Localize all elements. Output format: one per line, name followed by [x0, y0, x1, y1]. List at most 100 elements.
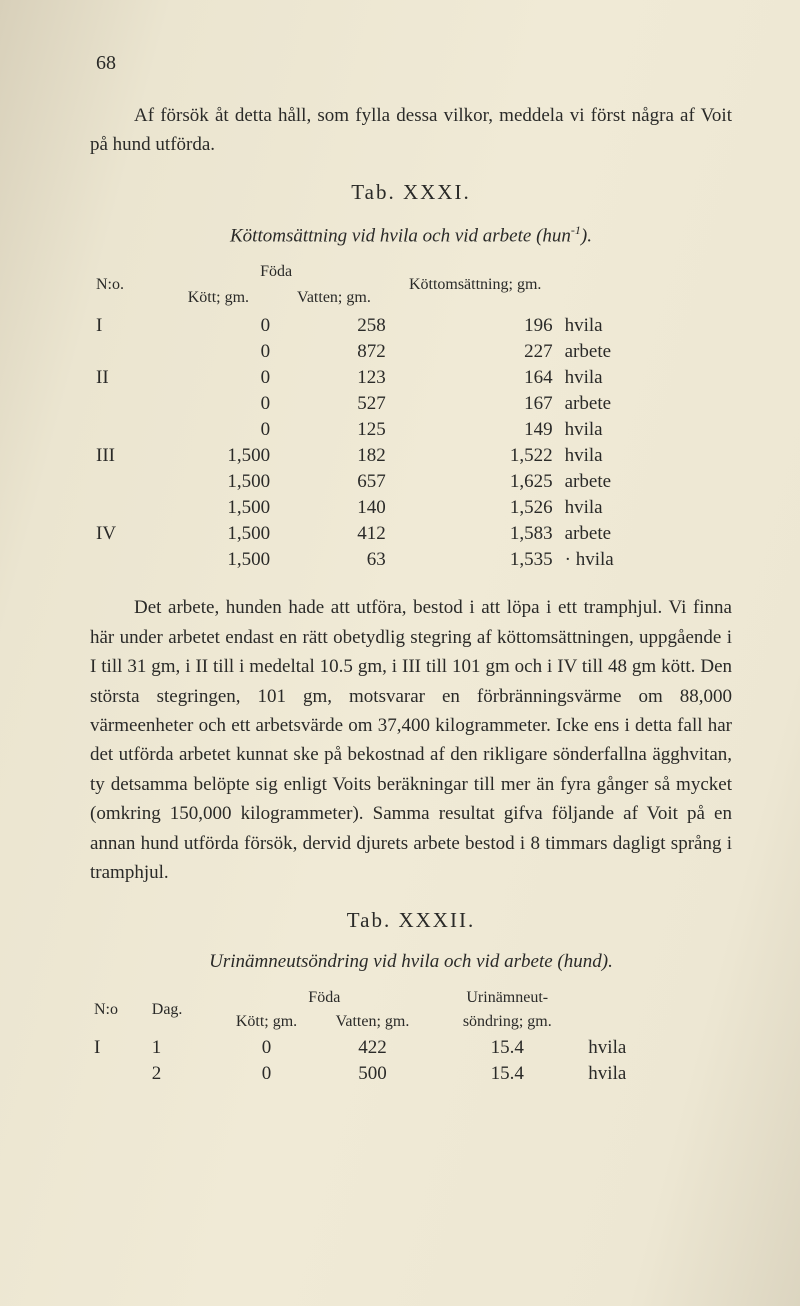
cell-kott: 1,500	[161, 521, 277, 547]
cell-vatten: 657	[276, 469, 392, 495]
cell-state: hvila	[559, 313, 732, 339]
cell-dag: 1	[148, 1035, 219, 1061]
table2-hdr-foda: Föda	[218, 987, 430, 1011]
table1-title-suffix: ).	[581, 225, 592, 246]
body-paragraph: Det arbete, hunden hade att utföra, best…	[90, 593, 732, 887]
cell-koms: 149	[392, 417, 559, 443]
table-row: 0125149hvila	[90, 417, 732, 443]
cell-state: hvila	[559, 365, 732, 391]
table-row: 0872227arbete	[90, 339, 732, 365]
cell-kott: 0	[161, 417, 277, 443]
page-number: 68	[96, 52, 732, 75]
cell-state: hvila	[584, 1035, 732, 1061]
table-row: 1,5006571,625arbete	[90, 469, 732, 495]
table1-hdr-kott: Kött; gm.	[161, 287, 277, 313]
cell-kott: 0	[161, 339, 277, 365]
cell-koms: 227	[392, 339, 559, 365]
cell-no	[90, 339, 161, 365]
cell-vatten: 412	[276, 521, 392, 547]
table-row: 1,500631,535· hvila	[90, 547, 732, 573]
cell-no: III	[90, 443, 161, 469]
table-row: 2050015.4hvila	[90, 1061, 732, 1087]
table1-label: Tab. XXXI.	[90, 180, 732, 205]
table-row: I1042215.4hvila	[90, 1035, 732, 1061]
table-row: IV1,5004121,583arbete	[90, 521, 732, 547]
cell-vatten: 123	[276, 365, 392, 391]
table2-header-row: N:o Dag. Föda Urinämneut-	[90, 987, 732, 1011]
cell-no: I	[90, 313, 161, 339]
intro-paragraph: Af försök åt detta håll, som fylla dessa…	[90, 101, 732, 160]
cell-vatten: 500	[315, 1061, 431, 1087]
cell-no	[90, 417, 161, 443]
table-row: 0527167arbete	[90, 391, 732, 417]
cell-vatten: 527	[276, 391, 392, 417]
cell-koms: 164	[392, 365, 559, 391]
table-row: III1,5001821,522hvila	[90, 443, 732, 469]
cell-dag: 2	[148, 1061, 219, 1087]
cell-urin: 15.4	[430, 1035, 584, 1061]
table1-hdr-empty	[559, 261, 732, 287]
cell-kott: 1,500	[161, 547, 277, 573]
cell-state: hvila	[584, 1061, 732, 1087]
table1-hdr-foda: Föda	[161, 261, 392, 287]
cell-koms: 1,526	[392, 495, 559, 521]
cell-kott: 0	[218, 1035, 314, 1061]
cell-state: arbete	[559, 469, 732, 495]
cell-vatten: 258	[276, 313, 392, 339]
table-row: I0258196hvila	[90, 313, 732, 339]
table1-hdr-koms: Köttomsättning; gm.	[392, 261, 559, 313]
cell-kott: 0	[161, 313, 277, 339]
cell-koms: 167	[392, 391, 559, 417]
cell-state: hvila	[559, 443, 732, 469]
cell-kott: 0	[161, 391, 277, 417]
table1-title-sup: -1	[571, 223, 581, 237]
table2-title: Urinämneutsöndring vid hvila och vid arb…	[90, 951, 732, 973]
table1-hdr-no: N:o.	[90, 261, 161, 313]
table1-hdr-vatten: Vatten; gm.	[276, 287, 392, 313]
table2-hdr-urin-sub: söndring; gm.	[430, 1011, 584, 1035]
table1-title-prefix: Köttomsättning vid hvila och vid arbete …	[230, 225, 571, 246]
table2-label: Tab. XXXII.	[90, 908, 732, 933]
cell-kott: 0	[161, 365, 277, 391]
cell-no: II	[90, 365, 161, 391]
table-row: 1,5001401,526hvila	[90, 495, 732, 521]
cell-state: · hvila	[559, 547, 732, 573]
cell-state: arbete	[559, 521, 732, 547]
table2-hdr-empty	[584, 987, 732, 1011]
cell-vatten: 125	[276, 417, 392, 443]
table2-hdr-dag: Dag.	[148, 987, 219, 1035]
table2-hdr-vatten: Vatten; gm.	[315, 1011, 431, 1035]
table2-hdr-no: N:o	[90, 987, 148, 1035]
table2: N:o Dag. Föda Urinämneut- Kött; gm. Vatt…	[90, 987, 732, 1087]
cell-no	[90, 1061, 148, 1087]
cell-koms: 196	[392, 313, 559, 339]
cell-no	[90, 469, 161, 495]
table1: N:o. Föda Köttomsättning; gm. Kött; gm. …	[90, 261, 732, 573]
cell-no: I	[90, 1035, 148, 1061]
cell-vatten: 182	[276, 443, 392, 469]
cell-vatten: 872	[276, 339, 392, 365]
table1-title: Köttomsättning vid hvila och vid arbete …	[90, 223, 732, 247]
cell-vatten: 422	[315, 1035, 431, 1061]
cell-koms: 1,625	[392, 469, 559, 495]
cell-urin: 15.4	[430, 1061, 584, 1087]
cell-state: hvila	[559, 417, 732, 443]
cell-kott: 1,500	[161, 443, 277, 469]
cell-kott: 0	[218, 1061, 314, 1087]
cell-state: hvila	[559, 495, 732, 521]
cell-no	[90, 391, 161, 417]
cell-no: IV	[90, 521, 161, 547]
cell-state: arbete	[559, 339, 732, 365]
table2-hdr-empty2	[584, 1011, 732, 1035]
cell-vatten: 140	[276, 495, 392, 521]
table-row: II0123164hvila	[90, 365, 732, 391]
cell-koms: 1,535	[392, 547, 559, 573]
table1-hdr-empty2	[559, 287, 732, 313]
table2-hdr-kott: Kött; gm.	[218, 1011, 314, 1035]
table2-hdr-urin-top: Urinämneut-	[430, 987, 584, 1011]
cell-kott: 1,500	[161, 495, 277, 521]
cell-no	[90, 547, 161, 573]
cell-state: arbete	[559, 391, 732, 417]
cell-vatten: 63	[276, 547, 392, 573]
cell-koms: 1,583	[392, 521, 559, 547]
